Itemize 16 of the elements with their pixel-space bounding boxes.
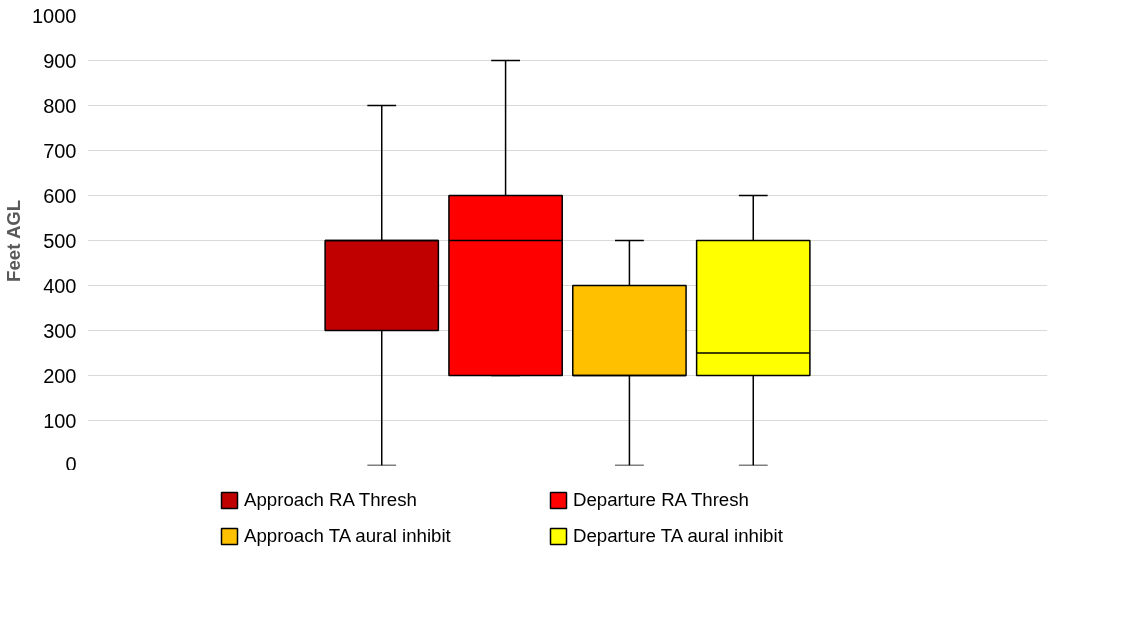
y-axis-title: Feet AGL (3, 199, 25, 282)
legend-label: Approach TA aural inhibit (244, 524, 452, 547)
y-tick-label: 300 (43, 319, 77, 342)
y-tick-label: 200 (43, 364, 77, 387)
y-tick-label: 700 (43, 139, 77, 162)
y-tick-label: 0 (65, 452, 77, 475)
y-tick-label: 1000 (32, 4, 77, 27)
y-tick-label: 400 (43, 274, 77, 297)
legend-label: Departure RA Thresh (573, 488, 750, 511)
y-tick-label: 800 (43, 94, 77, 117)
y-tick-label: 100 (43, 409, 77, 432)
legend-label: Departure TA aural inhibit (573, 524, 784, 547)
y-tick-label: 500 (43, 229, 77, 252)
legend-label: Approach RA Thresh (244, 488, 418, 511)
y-tick-label: 900 (43, 49, 77, 72)
y-tick-label: 600 (43, 184, 77, 207)
